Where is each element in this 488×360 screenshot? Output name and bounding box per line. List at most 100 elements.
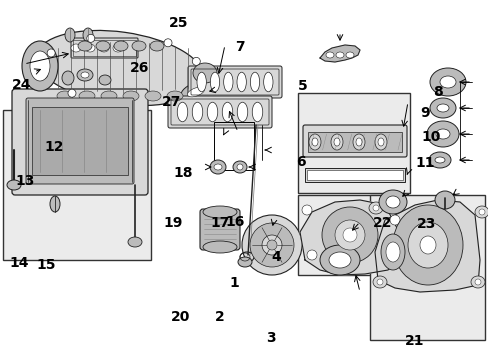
Text: 23: 23 [416,217,435,231]
Text: 27: 27 [161,95,181,108]
Ellipse shape [237,164,243,170]
Text: 20: 20 [171,310,190,324]
Ellipse shape [325,52,333,58]
Ellipse shape [99,75,111,85]
Ellipse shape [266,240,276,250]
Ellipse shape [223,72,232,92]
Ellipse shape [203,241,237,253]
Ellipse shape [237,102,247,122]
Text: 12: 12 [44,140,63,153]
Ellipse shape [78,41,92,51]
Text: 2: 2 [215,310,224,324]
Ellipse shape [242,215,302,275]
Ellipse shape [207,102,217,122]
Bar [32,107,128,175]
FancyBboxPatch shape [303,125,406,157]
Ellipse shape [250,72,259,92]
Text: 17: 17 [210,216,229,230]
Ellipse shape [180,82,211,102]
Ellipse shape [368,202,382,214]
Ellipse shape [352,134,364,150]
Ellipse shape [81,72,89,78]
Ellipse shape [439,76,455,88]
Ellipse shape [378,190,406,214]
Ellipse shape [85,44,95,52]
Ellipse shape [62,71,74,85]
Ellipse shape [435,129,449,139]
Ellipse shape [145,91,161,101]
Ellipse shape [302,205,311,215]
Ellipse shape [222,102,232,122]
Ellipse shape [330,134,342,150]
Bar [297,93,409,193]
Ellipse shape [429,68,465,96]
Ellipse shape [47,49,55,57]
Ellipse shape [197,72,206,92]
Ellipse shape [193,63,217,83]
Text: 15: 15 [37,258,56,271]
Text: 25: 25 [168,17,188,30]
Text: 1: 1 [229,276,239,289]
Ellipse shape [311,138,317,146]
Ellipse shape [150,41,163,51]
Ellipse shape [132,41,146,51]
Ellipse shape [392,205,462,285]
Ellipse shape [101,91,117,101]
Ellipse shape [99,44,109,52]
Ellipse shape [192,102,203,122]
Ellipse shape [436,104,448,112]
Ellipse shape [263,72,272,92]
Text: 14: 14 [10,256,29,270]
Ellipse shape [474,206,488,218]
FancyBboxPatch shape [200,209,240,250]
Ellipse shape [210,72,219,92]
Ellipse shape [385,242,399,262]
Ellipse shape [328,252,350,268]
Text: 22: 22 [372,216,391,230]
Text: 7: 7 [234,40,244,54]
Ellipse shape [346,52,353,58]
Ellipse shape [77,69,93,81]
Ellipse shape [128,237,142,247]
Ellipse shape [177,102,187,122]
Text: 3: 3 [266,332,276,345]
Text: 8: 8 [432,85,442,99]
FancyBboxPatch shape [71,38,138,58]
Ellipse shape [426,121,458,147]
FancyBboxPatch shape [168,96,271,128]
Ellipse shape [187,87,204,97]
Ellipse shape [203,206,237,218]
Ellipse shape [308,134,320,150]
Ellipse shape [30,51,50,81]
Ellipse shape [209,160,225,174]
Bar [214,122,253,170]
Ellipse shape [478,209,484,215]
Ellipse shape [232,161,246,173]
Ellipse shape [372,205,378,211]
Text: 6: 6 [295,155,305,169]
Ellipse shape [470,276,484,288]
Ellipse shape [335,52,343,58]
FancyBboxPatch shape [12,89,148,195]
Text: 5: 5 [298,80,307,93]
Ellipse shape [123,91,139,101]
Bar [73,40,136,56]
Text: 16: 16 [224,216,244,229]
Ellipse shape [429,98,455,118]
Bar [3,110,151,260]
Text: 19: 19 [163,216,183,230]
Ellipse shape [237,72,246,92]
Polygon shape [374,200,479,292]
Ellipse shape [474,279,480,285]
Text: 4: 4 [271,251,281,264]
Ellipse shape [419,236,435,254]
Ellipse shape [376,279,382,285]
Text: 18: 18 [173,166,193,180]
Ellipse shape [167,91,183,101]
Polygon shape [299,200,399,275]
Ellipse shape [334,220,364,250]
Ellipse shape [65,28,75,42]
Ellipse shape [22,41,58,91]
Ellipse shape [238,257,251,267]
Ellipse shape [262,235,282,255]
